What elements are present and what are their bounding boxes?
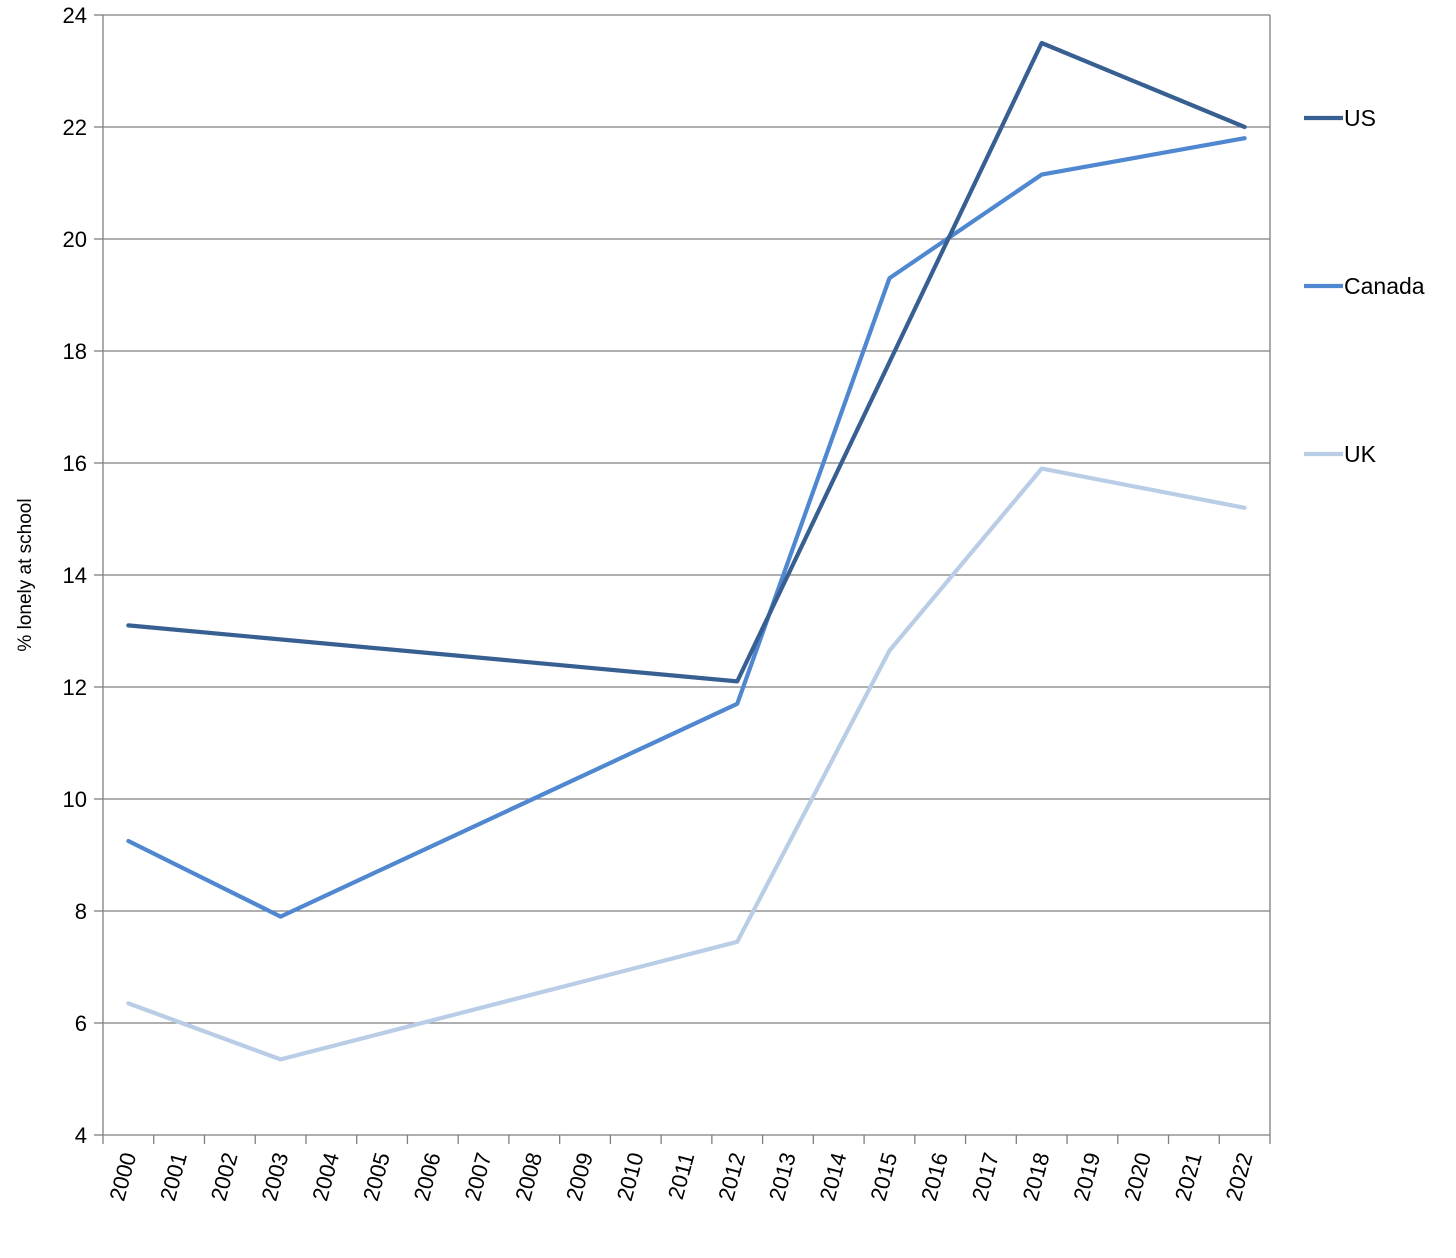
x-tick-label: 2003 <box>257 1150 294 1204</box>
x-tick-label: 2010 <box>612 1150 649 1204</box>
x-tick-label: 2011 <box>663 1150 699 1202</box>
legend-label-uk: UK <box>1344 441 1377 467</box>
x-tick-label: 2000 <box>104 1150 141 1204</box>
y-tick-label: 4 <box>75 1123 87 1148</box>
series-line-uk <box>126 466 1247 1062</box>
x-tick-label: 2022 <box>1221 1150 1258 1204</box>
y-tick-label: 24 <box>63 3 87 28</box>
x-tick-label: 2006 <box>409 1150 446 1204</box>
x-tick-label: 2002 <box>206 1150 243 1204</box>
x-tick-label: 2005 <box>358 1150 395 1204</box>
y-tick-label: 10 <box>63 787 87 812</box>
series-line-us <box>126 40 1247 684</box>
legend-label-canada: Canada <box>1344 273 1425 299</box>
y-tick-label: 12 <box>63 675 87 700</box>
y-tick-label: 20 <box>63 227 87 252</box>
x-tick-label: 2009 <box>561 1150 598 1204</box>
y-axis-title: % lonely at school <box>15 498 36 651</box>
x-tick-label: 2012 <box>713 1150 750 1204</box>
x-tick-label: 2018 <box>1018 1150 1055 1204</box>
y-tick-label: 22 <box>63 115 87 140</box>
x-tick-label: 2001 <box>155 1150 192 1204</box>
x-tick-label: 2004 <box>307 1150 344 1204</box>
y-tick-label: 6 <box>75 1011 87 1036</box>
series-lines <box>126 40 1247 1062</box>
x-tick-label: 2015 <box>865 1150 902 1204</box>
x-tick-label: 2013 <box>764 1150 801 1204</box>
legend: US Canada UK <box>1304 105 1425 467</box>
y-tick-label: 8 <box>75 899 87 924</box>
x-tick-label: 2021 <box>1170 1150 1207 1204</box>
x-tick-label: 2008 <box>510 1150 547 1204</box>
legend-label-us: US <box>1344 105 1376 131</box>
y-tick-labels: 4 6 8 10 12 14 16 18 20 22 24 <box>63 3 87 1148</box>
y-tick-label: 18 <box>63 339 87 364</box>
x-tick-labels: 2000 2001 2002 2003 2004 2005 2006 2007 2008 2009… <box>104 1150 1257 1204</box>
x-tick-label: 2017 <box>967 1150 1004 1204</box>
x-tick-label: 2019 <box>1068 1150 1105 1204</box>
x-tick-label: 2016 <box>916 1150 953 1204</box>
y-tick-label: 16 <box>63 451 87 476</box>
x-tick-label: 2020 <box>1119 1150 1156 1204</box>
x-tick-label: 2007 <box>460 1150 497 1204</box>
axes <box>94 14 1271 1144</box>
x-tick-label: 2014 <box>815 1150 852 1204</box>
series-line-canada <box>126 136 1247 919</box>
y-tick-label: 14 <box>63 563 87 588</box>
